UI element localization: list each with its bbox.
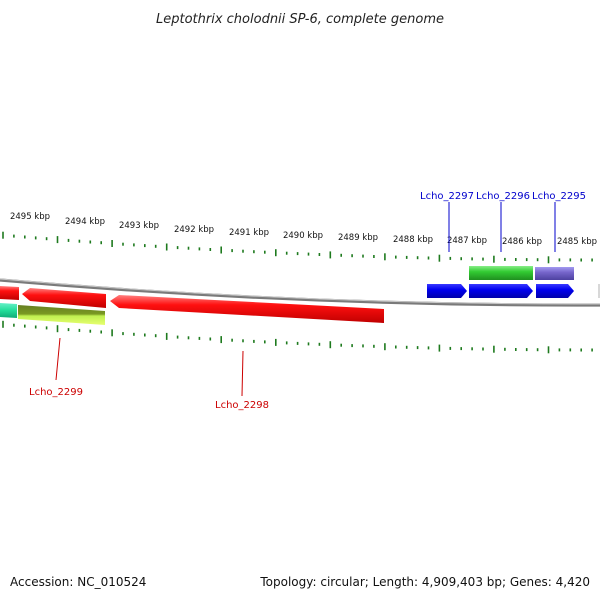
map-title: Leptothrix cholodnii SP-6, complete geno… <box>156 12 444 27</box>
genome-summary-text: Topology: circular; Length: 4,909,403 bp… <box>259 575 590 589</box>
leader-line-lcho-2298 <box>241 350 244 397</box>
scale-label-2488: 2488 kbp <box>393 235 433 245</box>
scale-label-2487: 2487 kbp <box>447 236 487 246</box>
genome-backbone-highlight <box>0 278 600 305</box>
gene-feature-red-left[interactable] <box>0 286 19 300</box>
scale-labels: 2495 kbp 2494 kbp 2493 kbp 2492 kbp 2491… <box>10 212 597 247</box>
gene-feature-teal-left[interactable] <box>0 303 17 318</box>
gene-feature-lcho-2295[interactable] <box>536 284 574 298</box>
leader-line-lcho-2299 <box>55 337 61 381</box>
scale-label-2489: 2489 kbp <box>338 233 378 243</box>
gene-feature-lcho-2298[interactable] <box>110 295 384 323</box>
outer-scale-ticks <box>2 231 593 264</box>
gene-feature-lcho-2299[interactable] <box>22 288 106 308</box>
gene-label-lcho-2296[interactable]: Lcho_2296 <box>476 191 530 202</box>
scale-label-2490: 2490 kbp <box>283 231 323 241</box>
gene-feature-lime[interactable] <box>18 305 105 325</box>
gene-feature-lcho-2297[interactable] <box>427 284 467 298</box>
scale-label-2486: 2486 kbp <box>502 237 542 247</box>
gene-feature-lcho-2296-green[interactable] <box>469 266 533 280</box>
gene-label-lcho-2297[interactable]: Lcho_2297 <box>420 191 474 202</box>
gene-label-lcho-2299[interactable]: Lcho_2299 <box>29 387 83 398</box>
scale-label-2494: 2494 kbp <box>65 217 105 227</box>
scale-label-2493: 2493 kbp <box>119 221 159 231</box>
scale-label-2492: 2492 kbp <box>174 225 214 235</box>
gene-label-lcho-2298[interactable]: Lcho_2298 <box>215 400 269 411</box>
scale-label-2491: 2491 kbp <box>229 228 269 238</box>
scale-label-2485: 2485 kbp <box>557 237 597 247</box>
label-leader-lines <box>55 202 556 397</box>
gene-feature-edge <box>598 284 600 298</box>
gene-labels: Lcho_2297 Lcho_2296 Lcho_2295 Lcho_2299 … <box>29 191 586 411</box>
gene-feature-lcho-2295-purple[interactable] <box>535 267 574 280</box>
gene-feature-lcho-2296[interactable] <box>469 284 533 298</box>
inner-scale-ticks <box>2 320 593 354</box>
scale-label-2495: 2495 kbp <box>10 212 50 222</box>
forward-strand-features <box>427 266 600 298</box>
gene-label-lcho-2295[interactable]: Lcho_2295 <box>532 191 586 202</box>
genome-backbone <box>0 278 600 307</box>
reverse-strand-features <box>0 286 384 325</box>
accession-text: Accession: NC_010524 <box>10 575 146 589</box>
